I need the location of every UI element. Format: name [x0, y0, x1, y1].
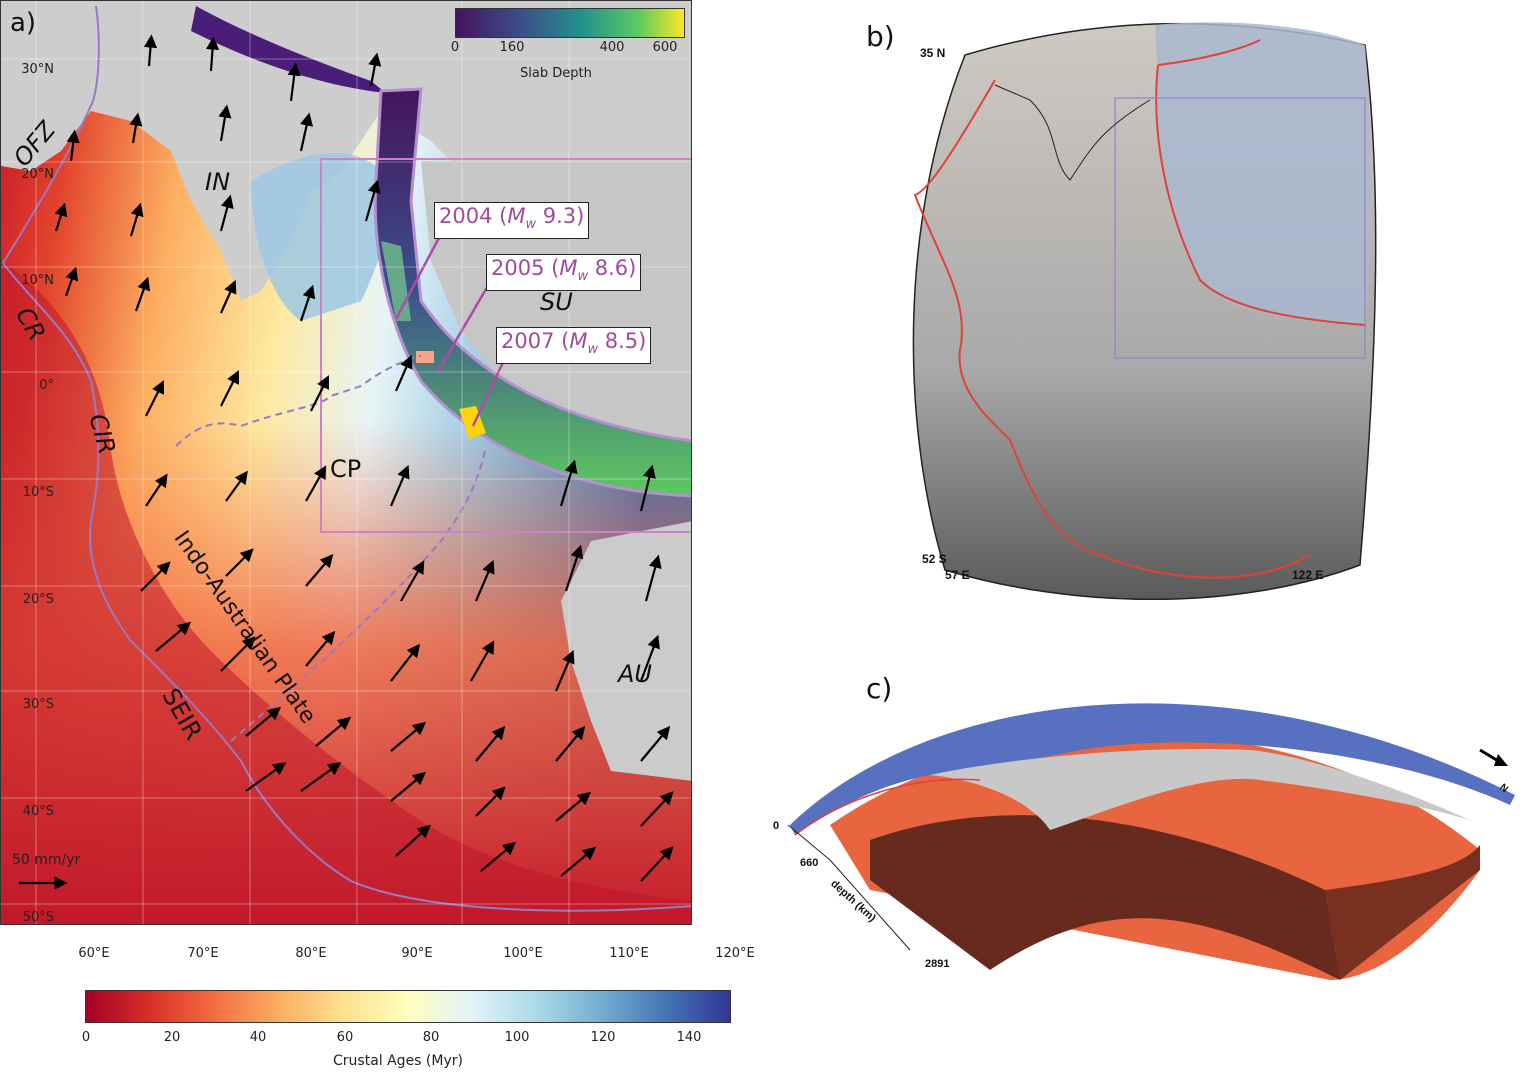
panel-b-label: b) [866, 20, 895, 53]
north-arrow-icon [1494, 754, 1508, 766]
label-cp: CP [330, 455, 362, 483]
plate-velocity-arrows [19, 34, 674, 890]
depth-tick-660: 660 [800, 857, 819, 869]
depth-tick-2891: 2891 [925, 958, 950, 970]
velocity-scale-label: 50 mm/yr [12, 852, 81, 868]
leader-2005 [435, 283, 491, 374]
label-su: SU [540, 288, 573, 316]
quake-label-2007: 2007 (Mw 8.5) [496, 327, 652, 365]
crustal-age-title: Crustal Ages (Myr) [333, 1053, 463, 1069]
slab-depth-title: Slab Depth [520, 66, 592, 81]
panel-a-label: a) [10, 8, 37, 38]
label-57e: 57 E [945, 568, 970, 582]
label-au: AU [618, 660, 652, 688]
panel-c-label: c) [866, 672, 893, 705]
panel-a-map: 0 160 400 600 Slab Depth a) OFZ IN CR CI… [0, 0, 692, 925]
panel-b-globe [912, 22, 1377, 600]
panel-c-mantle-section [787, 703, 1515, 980]
quake-label-2005: 2005 (Mw 8.6) [486, 254, 642, 292]
leader-2004 [394, 233, 443, 320]
label-in: IN [205, 168, 231, 196]
label-52s: 52 S [922, 552, 947, 566]
slab-depth-colorbar [455, 8, 685, 38]
label-122e: 122 E [1292, 568, 1324, 582]
label-35n: 35 N [920, 46, 946, 60]
crustal-age-map [1, 1, 691, 924]
leader-2007 [471, 355, 508, 427]
depth-tick-0: 0 [773, 820, 780, 832]
crustal-age-colorbar [85, 990, 731, 1023]
quake-label-2004: 2004 (Mw 9.3) [434, 202, 590, 240]
